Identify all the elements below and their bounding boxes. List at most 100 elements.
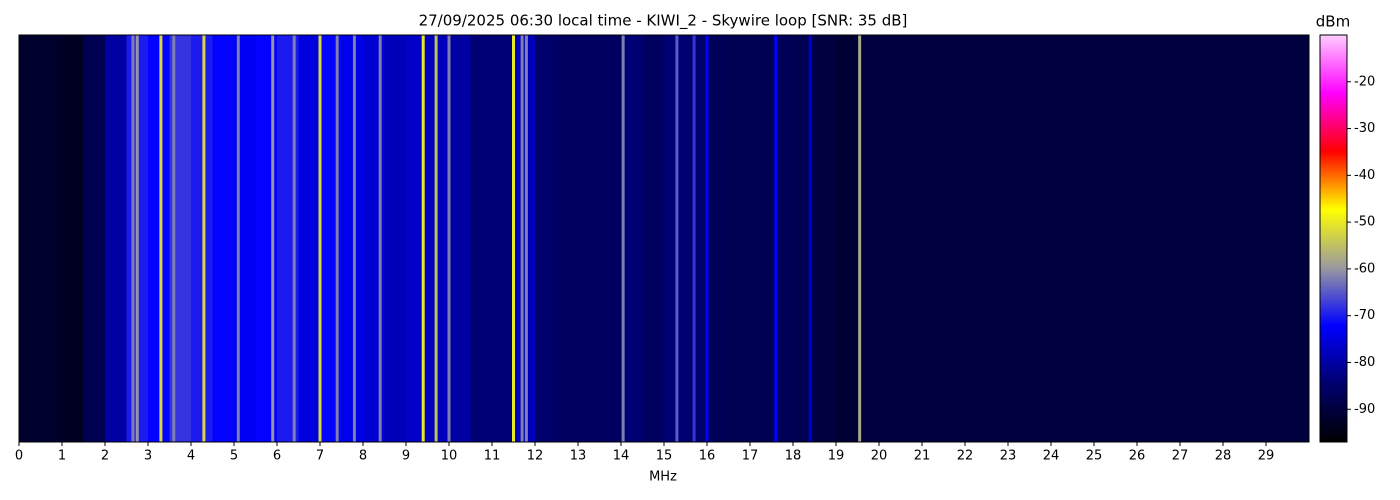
spectrum-cell <box>1094 35 1116 442</box>
spectrum-cell <box>19 35 41 442</box>
spectrum-cell <box>1223 35 1245 442</box>
signal-line <box>159 35 163 442</box>
x-tick-label: 2 <box>101 449 109 464</box>
signal-line <box>131 35 135 442</box>
spectrum-cell <box>728 35 751 442</box>
spectrum-cell <box>943 35 966 442</box>
x-tick-label: 22 <box>957 449 974 464</box>
x-tick-label: 21 <box>914 449 931 464</box>
spectrum-cell <box>621 35 643 442</box>
spectrum-cell <box>1244 35 1267 442</box>
signal-line <box>421 35 425 442</box>
signal-line <box>292 35 296 442</box>
colorbar <box>1319 34 1348 443</box>
spectrum-cell <box>1115 35 1138 442</box>
signal-line <box>808 35 812 442</box>
spectrum-cell <box>535 35 557 442</box>
spectrum-cell <box>857 35 880 442</box>
spectrum-cell <box>513 35 536 442</box>
signal-line <box>318 35 322 442</box>
spectrum-cell <box>427 35 450 442</box>
spectrum-cell <box>664 35 686 442</box>
signal-line <box>335 35 339 442</box>
x-tick-label: 3 <box>144 449 152 464</box>
x-tick-label: 8 <box>359 449 367 464</box>
colorbar-tick-label: -20 <box>1354 74 1375 89</box>
signal-line <box>172 35 176 442</box>
spectrum-cell <box>1137 35 1159 442</box>
signal-line <box>520 35 524 442</box>
x-tick-label: 19 <box>828 449 845 464</box>
spectrum-cell <box>62 35 84 442</box>
spectrum-cell <box>1201 35 1224 442</box>
signal-line <box>202 35 206 442</box>
spectrum-cell <box>449 35 471 442</box>
signal-line <box>135 35 139 442</box>
signal-line <box>675 35 679 442</box>
signal-line <box>774 35 778 442</box>
spectrum-cell <box>599 35 622 442</box>
colorbar-tick-label: -90 <box>1354 402 1375 417</box>
spectrum-cell <box>836 35 858 442</box>
spectrum-cell <box>1051 35 1073 442</box>
spectrum-cell <box>1029 35 1052 442</box>
signal-line <box>271 35 275 442</box>
x-tick-label: 20 <box>871 449 888 464</box>
x-tick-label: 4 <box>187 449 195 464</box>
x-tick-label: 13 <box>570 449 587 464</box>
signal-line <box>352 35 356 442</box>
colorbar-tick-label: -50 <box>1354 215 1375 230</box>
x-tick-label: 26 <box>1129 449 1146 464</box>
x-tick-label: 18 <box>785 449 802 464</box>
spectrum-cell <box>1287 35 1310 442</box>
colorbar-tick-label: -80 <box>1354 355 1375 370</box>
signal-line <box>236 35 240 442</box>
colorbar-tick-label: -60 <box>1354 261 1375 276</box>
chart-title: 27/09/2025 06:30 local time - KIWI_2 - S… <box>419 12 908 31</box>
x-tick-label: 16 <box>699 449 716 464</box>
x-tick-label: 23 <box>1000 449 1017 464</box>
x-tick-label: 6 <box>273 449 281 464</box>
colorbar-tick-label: -30 <box>1354 121 1375 136</box>
colorbar-tick-label: -40 <box>1354 168 1375 183</box>
spectrum-cell <box>965 35 987 442</box>
signal-line <box>858 35 862 442</box>
spectrum-cell <box>191 35 213 442</box>
spectrum-cell <box>642 35 665 442</box>
spectrum-cell <box>814 35 837 442</box>
x-tick-label: 7 <box>316 449 324 464</box>
spectrum-cell <box>492 35 514 442</box>
spectrum-cell <box>685 35 708 442</box>
spectrum-cell <box>148 35 170 442</box>
x-tick-label: 11 <box>484 449 501 464</box>
x-tick-label: 25 <box>1086 449 1103 464</box>
x-tick-label: 10 <box>441 449 458 464</box>
spectrum-cell <box>1072 35 1095 442</box>
spectrum-cell <box>900 35 923 442</box>
x-tick-label: 14 <box>613 449 630 464</box>
x-tick-label: 24 <box>1043 449 1060 464</box>
x-tick-label: 1 <box>58 449 66 464</box>
x-tick-label: 29 <box>1258 449 1275 464</box>
spectrum-cell <box>1158 35 1181 442</box>
signal-line <box>692 35 696 442</box>
signal-line <box>621 35 625 442</box>
x-tick-label: 27 <box>1172 449 1189 464</box>
spectrum-cell <box>556 35 579 442</box>
x-tick-label: 5 <box>230 449 238 464</box>
spectrum-cell <box>83 35 106 442</box>
signal-line <box>524 35 528 442</box>
spectrum-cell <box>40 35 63 442</box>
spectrum-cell <box>470 35 493 442</box>
spectrum-cell <box>384 35 407 442</box>
spectrum-cell <box>212 35 235 442</box>
spectrum-cell <box>1266 35 1288 442</box>
signal-line <box>705 35 709 442</box>
spectrum-cell <box>1008 35 1030 442</box>
colorbar-label: dBm <box>1316 13 1350 31</box>
signal-line <box>447 35 451 442</box>
spectrum-cell <box>298 35 321 442</box>
signal-line <box>512 35 515 442</box>
x-tick-label: 28 <box>1215 449 1232 464</box>
